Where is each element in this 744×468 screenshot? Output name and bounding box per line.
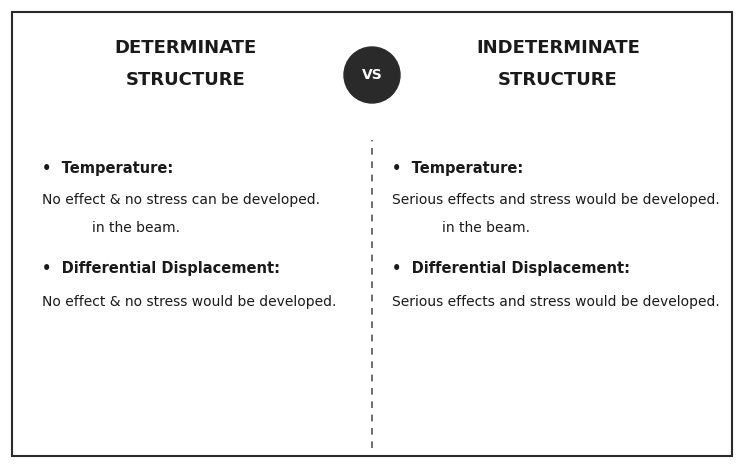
Text: No effect & no stress would be developed.: No effect & no stress would be developed… bbox=[42, 295, 336, 309]
Text: Serious effects and stress would be developed.: Serious effects and stress would be deve… bbox=[392, 193, 719, 207]
Text: DETERMINATE: DETERMINATE bbox=[115, 39, 257, 57]
Circle shape bbox=[344, 47, 400, 103]
Text: Serious effects and stress would be developed.: Serious effects and stress would be deve… bbox=[392, 295, 719, 309]
FancyBboxPatch shape bbox=[12, 12, 732, 456]
Text: STRUCTURE: STRUCTURE bbox=[126, 71, 246, 89]
Text: No effect & no stress can be developed.: No effect & no stress can be developed. bbox=[42, 193, 320, 207]
Text: •  Temperature:: • Temperature: bbox=[42, 161, 173, 176]
Text: INDETERMINATE: INDETERMINATE bbox=[476, 39, 640, 57]
Text: VS: VS bbox=[362, 68, 382, 82]
Text: in the beam.: in the beam. bbox=[442, 221, 530, 235]
Text: •  Temperature:: • Temperature: bbox=[392, 161, 523, 176]
Text: •  Differential Displacement:: • Differential Displacement: bbox=[392, 261, 630, 276]
Text: in the beam.: in the beam. bbox=[92, 221, 180, 235]
Text: •  Differential Displacement:: • Differential Displacement: bbox=[42, 261, 280, 276]
Text: STRUCTURE: STRUCTURE bbox=[498, 71, 618, 89]
